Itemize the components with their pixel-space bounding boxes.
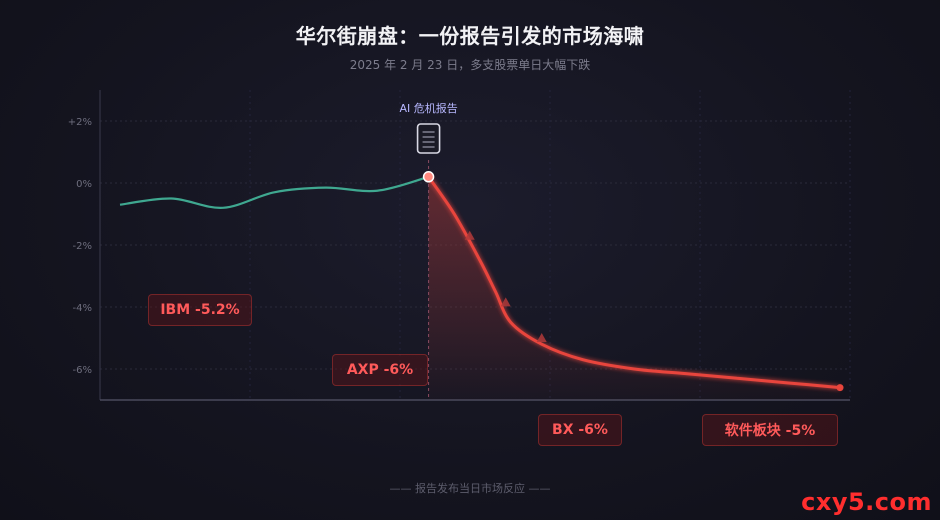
watermark-logo: cxy5.com: [801, 488, 932, 516]
triangle-marker: [536, 333, 547, 342]
annotation-bx: BX -6%: [538, 414, 622, 446]
decline-area: [428, 176, 840, 400]
chart-title: 华尔街崩盘：一份报告引发的市场海啸: [295, 24, 645, 48]
chart-footer: —— 报告发布当日市场反应 ——: [389, 482, 551, 495]
annotation-software-sector: 软件板块 -5%: [702, 414, 838, 446]
y-tick-label: 0%: [76, 179, 92, 190]
y-tick-label: -4%: [73, 303, 92, 314]
series-line-before-report: [119, 175, 429, 209]
y-tick-label: -6%: [73, 365, 92, 376]
series-end-point: [836, 384, 844, 392]
event-marker-label: AI 危机报告: [399, 101, 457, 115]
document-icon: [416, 123, 441, 154]
triangle-marker: [464, 230, 475, 240]
triangle-marker: [500, 297, 511, 307]
document-icon-frame: [416, 123, 441, 154]
annotation-ibm: IBM -5.2%: [148, 294, 252, 326]
event-peak-point: [422, 171, 435, 183]
y-tick-label: +2%: [68, 117, 92, 128]
series-line-after-report: [427, 175, 841, 390]
y-tick-label: -2%: [73, 241, 92, 252]
chart-subtitle: 2025 年 2 月 23 日，多支股票单日大幅下跌: [349, 58, 591, 72]
annotation-axp: AXP -6%: [332, 354, 428, 386]
